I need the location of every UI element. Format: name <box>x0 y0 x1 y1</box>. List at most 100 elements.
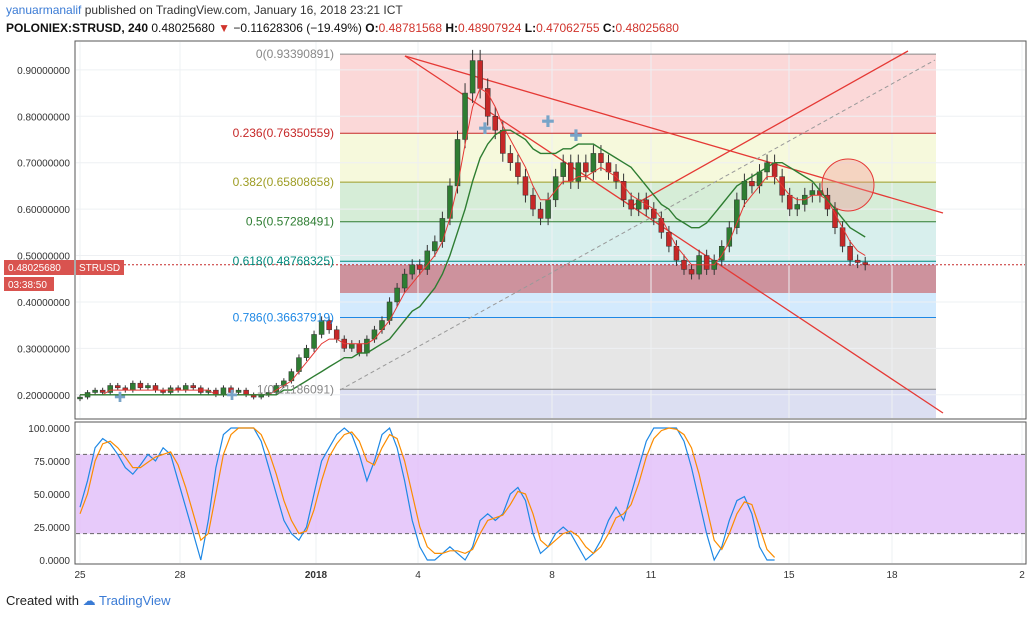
fib-label: 0.5(0.57288491) <box>246 215 334 229</box>
fib-diagonal <box>339 59 936 391</box>
candle-body <box>568 162 574 182</box>
candle-body <box>349 343 355 349</box>
y-tick-label: 0.40000000 <box>17 298 70 309</box>
candle-body <box>522 176 529 196</box>
x-tick-label: 2018 <box>305 570 328 581</box>
y-tick-label: 0.50000000 <box>17 252 70 263</box>
candle-body <box>719 245 725 261</box>
symbol-info: POLONIEX:STRUSD, 240 0.48025680 ▼ −0.116… <box>6 21 679 35</box>
y-tick-label: 0.20000000 <box>17 391 70 402</box>
candle-body <box>469 60 476 94</box>
candle-body <box>741 181 748 201</box>
symbol-label: POLONIEX:STRUSD, 240 <box>6 21 149 35</box>
candle-body <box>500 129 506 154</box>
candle-body <box>726 227 733 247</box>
candle-body <box>447 185 453 219</box>
low-label: L: <box>524 21 537 35</box>
x-tick-label: 18 <box>886 570 898 581</box>
fib-label: 0(0.93390891) <box>256 47 334 61</box>
highlight-circle[interactable] <box>821 158 875 212</box>
x-tick-label: 25 <box>74 570 86 581</box>
candle-body <box>703 255 710 270</box>
candle-body <box>786 194 793 210</box>
candle-body <box>77 396 83 400</box>
open-label: O: <box>365 21 379 35</box>
last-price: 0.48025680 <box>151 21 215 35</box>
candle-body <box>371 329 378 340</box>
ema-slow-line <box>80 129 866 396</box>
stoch-tick-label: 50.0000 <box>34 490 71 501</box>
countdown-tag <box>4 277 54 291</box>
candle-body <box>771 162 778 177</box>
y-tick-label: 0.30000000 <box>17 344 70 355</box>
candle-body <box>658 218 665 233</box>
ema-fast-line <box>80 87 866 396</box>
candle-body <box>862 262 868 266</box>
x-tick-label: 28 <box>174 570 186 581</box>
candle-body <box>628 199 634 210</box>
stoch-k-line <box>79 426 775 562</box>
candle-body <box>145 385 151 389</box>
stoch-tick-label: 0.0000 <box>39 556 70 567</box>
price-change: −0.11628306 (−19.49%) <box>233 21 362 35</box>
trend-line-up[interactable] <box>629 50 909 208</box>
trend-line-resistance[interactable] <box>404 55 944 214</box>
candle-body <box>620 181 627 201</box>
candle-body <box>809 190 816 196</box>
trend-line-down[interactable] <box>404 55 944 414</box>
symbol-tag <box>76 260 124 275</box>
x-tick-label: 8 <box>549 570 555 581</box>
symbol-tag-text: STRUSD <box>79 263 120 274</box>
candle-body <box>598 153 604 163</box>
x-tick-label: 15 <box>783 570 795 581</box>
author-link[interactable]: yanuarmanalif <box>6 3 82 17</box>
candle-body <box>462 92 468 140</box>
candle-body <box>137 382 144 389</box>
candle-body <box>560 162 566 177</box>
candle-body <box>333 329 340 340</box>
candle-body <box>681 259 687 270</box>
fib-label: 0.236(0.76350559) <box>233 126 334 140</box>
countdown-text: 03:38:50 <box>8 280 47 291</box>
candle-body <box>537 208 544 219</box>
candle-body <box>734 199 740 228</box>
candle-body <box>854 259 861 263</box>
fib-zone <box>340 133 936 183</box>
candle-body <box>228 387 234 393</box>
fib-zone <box>340 261 936 318</box>
candle-body <box>182 385 189 391</box>
candle-body <box>794 204 800 210</box>
candle-body <box>515 162 521 177</box>
fib-zone <box>340 317 936 390</box>
candle-body <box>545 199 551 219</box>
main-pane-frame <box>74 40 1027 420</box>
footer: Created with ☁ TradingView <box>6 593 171 609</box>
candle-body <box>507 153 514 163</box>
stochastic <box>79 426 776 562</box>
candle-body <box>99 389 106 393</box>
candle-body <box>666 232 672 247</box>
candle-body <box>530 194 536 210</box>
fib-labels: 0(0.93390891) 0.236(0.76350559) 0.382(0.65… <box>233 47 334 396</box>
moving-averages <box>80 87 866 396</box>
candle-body <box>409 264 415 275</box>
fib-label: 0.382(0.65808658) <box>233 175 334 189</box>
cloud-icon: ☁ <box>82 593 96 608</box>
x-axis: 25 28 2018 4 8 11 15 18 2 <box>74 570 1025 581</box>
candle-body <box>152 385 159 391</box>
candle-body <box>552 176 559 201</box>
open-value: 0.48781568 <box>378 21 443 35</box>
candle-body <box>439 218 446 242</box>
tradingview-link[interactable]: TradingView <box>99 593 171 608</box>
stoch-tick-label: 25.0000 <box>34 523 71 534</box>
candle-body <box>688 269 695 275</box>
candle-body <box>326 320 332 331</box>
candle-body <box>130 382 136 391</box>
candle-body <box>424 250 431 270</box>
star-icon: ✚ <box>226 387 238 403</box>
candle-body <box>364 338 370 354</box>
close-label: C: <box>602 21 616 35</box>
price-tag <box>4 260 74 275</box>
candle-body <box>484 88 491 117</box>
